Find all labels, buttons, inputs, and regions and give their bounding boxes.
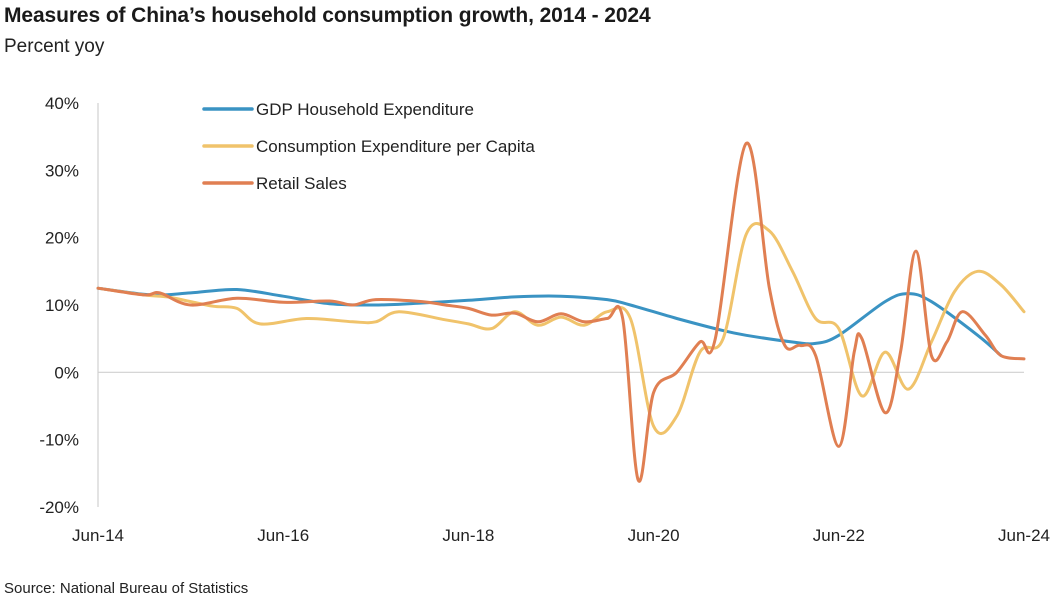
chart-title: Measures of China’s household consumptio…	[4, 4, 651, 27]
legend-label: Retail Sales	[256, 174, 347, 193]
chart-series	[96, 141, 1026, 483]
series-line-consumption-expenditure-per-capita	[96, 222, 1026, 435]
y-tick-label: -10%	[39, 431, 79, 450]
x-tick-label: Jun-22	[813, 526, 865, 545]
series-line-gdp-household-expenditure	[96, 286, 1003, 357]
y-tick-label: 40%	[45, 94, 79, 113]
legend-label: GDP Household Expenditure	[256, 100, 474, 119]
x-tick-label: Jun-18	[442, 526, 494, 545]
y-tick-label: 10%	[45, 296, 79, 315]
y-tick-label: -20%	[39, 498, 79, 517]
x-tick-label: Jun-20	[628, 526, 680, 545]
x-tick-label: Jun-16	[257, 526, 309, 545]
source-note: Source: National Bureau of Statistics	[4, 580, 249, 597]
y-tick-label: 30%	[45, 161, 79, 180]
chart-subtitle: Percent yoy	[4, 36, 105, 57]
x-tick-label: Jun-14	[72, 526, 124, 545]
chart-legend: GDP Household Expenditure Consumption Exp…	[202, 100, 535, 193]
x-tick-label: Jun-24	[998, 526, 1050, 545]
y-tick-label: 0%	[54, 363, 79, 382]
series-line-retail-sales	[96, 141, 1026, 483]
y-tick-label: 20%	[45, 229, 79, 248]
legend-label: Consumption Expenditure per Capita	[256, 137, 535, 156]
chart-axes: -20% -10% 0% 10% 20% 30% 40% Jun-14 Jun-16 Jun-18…	[39, 94, 1050, 545]
